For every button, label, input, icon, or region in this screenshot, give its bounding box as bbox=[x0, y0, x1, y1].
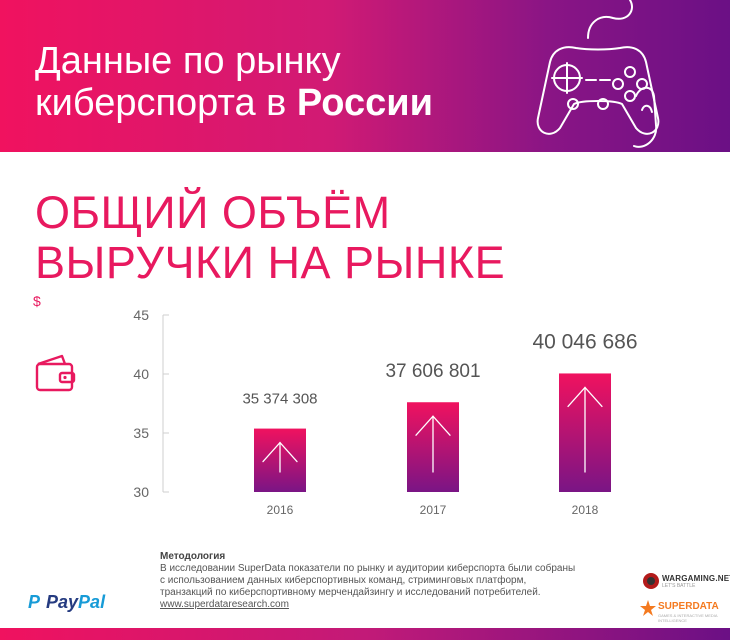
page-title: Данные по рынку киберспорта в России bbox=[35, 40, 433, 124]
title-line-2: киберспорта в России bbox=[35, 82, 433, 124]
bar-2017 bbox=[407, 402, 459, 492]
y-tick-label: 45 bbox=[133, 307, 149, 323]
methodology-line-3: транзакций по киберспортивному мерчендай… bbox=[160, 587, 541, 598]
title-line-1: Данные по рынку bbox=[35, 40, 341, 82]
arrow-up-icon bbox=[567, 386, 603, 473]
arrow-up-icon bbox=[415, 415, 451, 473]
paypal-logo: P PayPal bbox=[28, 592, 105, 613]
superdata-star-icon bbox=[640, 600, 656, 616]
y-tick-label: 35 bbox=[133, 425, 149, 441]
title-line-2-bold: России bbox=[296, 82, 433, 124]
data-label: 40 046 686 bbox=[532, 330, 637, 353]
methodology-line-2: с использованием данных киберспортивных … bbox=[160, 575, 527, 586]
chart-heading-line-2: ВЫРУЧКИ НА РЫНКЕ bbox=[35, 237, 506, 288]
superdata-link[interactable]: www.superdataresearch.com bbox=[160, 599, 289, 610]
wargaming-wordmark: WARGAMING.NET bbox=[662, 574, 730, 583]
methodology-heading: Методология bbox=[160, 551, 226, 562]
x-tick-label: 2018 bbox=[572, 503, 599, 517]
methodology-note: Методология В исследовании SuperData пок… bbox=[160, 551, 630, 611]
paypal-p-icon: P bbox=[28, 592, 41, 612]
y-tick-label: 30 bbox=[133, 484, 149, 500]
bar-2016 bbox=[254, 428, 306, 492]
wargaming-logo: WARGAMING.NET LET'S BATTLE bbox=[640, 570, 730, 592]
paypal-word-b: Pal bbox=[78, 592, 106, 612]
chart-heading: ОБЩИЙ ОБЪЁМ ВЫРУЧКИ НА РЫНКЕ bbox=[35, 188, 505, 288]
superdata-logo: SUPERDATA GAMES & INTERACTIVE MEDIA INTE… bbox=[640, 598, 725, 623]
methodology-line-1: В исследовании SuperData показатели по р… bbox=[160, 563, 576, 574]
footer-bar bbox=[0, 628, 730, 640]
bar-2018 bbox=[559, 373, 611, 492]
currency-unit: $ bbox=[33, 293, 41, 309]
header-banner: Данные по рынку киберспорта в России bbox=[0, 0, 730, 152]
title-line-2-regular: киберспорта в bbox=[35, 82, 297, 124]
wallet-icon bbox=[35, 354, 76, 392]
data-label: 35 374 308 bbox=[242, 391, 317, 408]
wargaming-emblem-icon bbox=[643, 573, 659, 589]
chart-heading-line-1: ОБЩИЙ ОБЪЁМ bbox=[35, 187, 391, 238]
gamepad-icon bbox=[536, 0, 660, 148]
wargaming-tagline: LET'S BATTLE bbox=[662, 583, 696, 589]
x-tick-label: 2017 bbox=[420, 503, 447, 517]
paypal-word-a: Pay bbox=[46, 592, 79, 612]
y-tick-label: 40 bbox=[133, 366, 149, 382]
x-tick-label: 2016 bbox=[267, 503, 294, 517]
superdata-wordmark: SUPERDATA bbox=[658, 601, 719, 612]
superdata-tagline: GAMES & INTERACTIVE MEDIA INTELLIGENCE bbox=[658, 613, 718, 623]
arrow-up-icon bbox=[262, 441, 298, 473]
data-label: 37 606 801 bbox=[385, 361, 480, 382]
